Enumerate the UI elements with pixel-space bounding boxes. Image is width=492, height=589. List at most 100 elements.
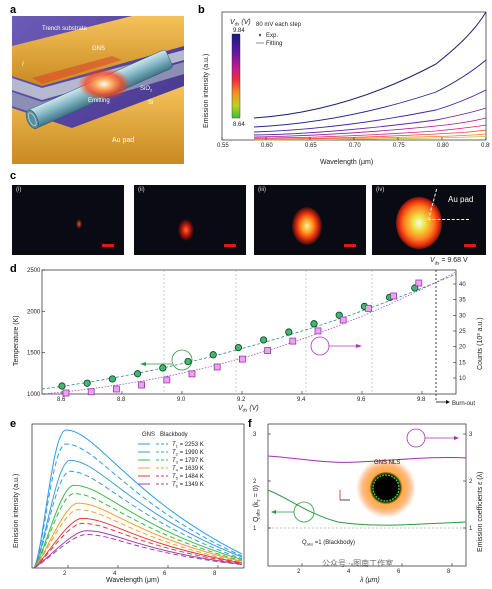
legend-exp: Exp.	[266, 33, 278, 39]
gns-curve	[33, 530, 243, 569]
gns-curve	[33, 429, 243, 569]
d-ytick-left-label: 2500	[27, 268, 41, 274]
trench-groove	[32, 56, 122, 84]
legend-e: GNS Blackbody T1 = 2253 KT2 = 1990 KT3 =…	[138, 432, 204, 489]
q-abs-curve	[267, 489, 467, 526]
counts-point	[314, 327, 322, 335]
d-ytick-right-label: 30	[459, 313, 466, 319]
f-ytick-left-label: 3	[253, 432, 257, 438]
e-xtick-label: 2	[63, 571, 67, 577]
d-ylabel-left: Temperature (K)	[13, 315, 20, 366]
blackbody-note: Qabs =1 (Blackbody)	[302, 540, 355, 547]
legend-entry: T4 = 1639 K	[172, 466, 204, 473]
gold-pad-bottom	[12, 86, 184, 164]
panel-label-c: c	[10, 170, 17, 182]
temperature-point	[184, 357, 192, 366]
blackbody-chart: GNS Blackbody T1 = 2253 KT2 = 1990 KT3 =…	[13, 423, 245, 584]
counts-point	[289, 337, 297, 345]
absorption-chart: GNS NLS Qabs =1 (Blackbody) Qabs (kz = 0…	[253, 423, 484, 584]
b-xtick-label: 0.65	[305, 143, 317, 149]
d-xtick-label: 9.2	[237, 397, 246, 403]
f-xtick-label: 4	[347, 569, 351, 575]
legend-entry: T5 = 1484 K	[172, 474, 204, 481]
blackbody-curve	[33, 443, 243, 569]
panel-label-a: a	[10, 4, 17, 16]
micro-label-2: (ii)	[138, 187, 145, 193]
vds-burnout-label: Vds = 9.68 V	[430, 257, 468, 266]
d-xtick-label: 8.8	[117, 397, 126, 403]
f-xlabel: λ (μm)	[359, 577, 380, 584]
legend-head-bb: Blackbody	[160, 432, 188, 438]
d-yticks-left: 1000 1500 2000 2500	[27, 268, 45, 398]
b-xtick-label: 0.70	[349, 143, 361, 149]
e-xtick-label: 4	[113, 571, 117, 577]
gns-nls-label: GNS NLS	[374, 460, 400, 466]
emission-glow	[78, 68, 130, 100]
counts-fit-line	[41, 271, 457, 395]
emission-curves	[33, 429, 243, 569]
glow-spot-1	[76, 219, 82, 229]
temperature-counts-chart: 8.6 8.8 9.0 9.2 9.4 9.6 9.8 1000 1500 2000 2500 1…	[13, 268, 484, 413]
d-xtick-label: 9.0	[177, 397, 186, 403]
step-note: 80 mV each step	[256, 22, 302, 28]
label-trench-substrate: Trench substrate	[42, 26, 87, 32]
panel-f-chart: GNS NLS Qabs =1 (Blackbody) Qabs (kz = 0…	[248, 418, 490, 584]
b-xtick-label: 0.55	[217, 143, 229, 149]
legend-entry: T2 = 1990 K	[172, 450, 204, 457]
f-ytick-left-label: 1	[253, 526, 257, 532]
panel-d-chart: 8.6 8.8 9.0 9.2 9.4 9.6 9.8 1000 1500 2000 2500 1…	[10, 262, 490, 413]
counts-points	[62, 279, 423, 397]
temperature-point	[285, 328, 293, 336]
counts-point	[390, 292, 398, 300]
counts-point	[238, 355, 246, 363]
guide-lines	[163, 270, 373, 394]
label-sio2: SiO2	[140, 86, 153, 93]
burnout-label: Burn-out	[452, 401, 475, 407]
f-xtick-label: 8	[447, 569, 451, 575]
d-ytick-left-label: 1500	[27, 351, 41, 357]
panel-label-b: b	[198, 4, 205, 16]
label-emitting: Emitting	[88, 98, 110, 104]
panel-label-d: d	[10, 263, 17, 275]
temperature-point	[83, 379, 91, 387]
b-ylabel: Emission intensity (a.u.)	[203, 54, 210, 128]
emission-coeff-curve	[267, 455, 467, 463]
f-ylabel-right: Emission coefficients ε (λ)	[477, 472, 484, 552]
e-xticks: 2 4 6 8	[63, 565, 219, 577]
legend-entry: T6 = 1349 K	[172, 482, 204, 489]
temperature-point	[58, 382, 66, 390]
micro-label-3: (iii)	[258, 187, 266, 193]
blackbody-curve	[33, 509, 243, 569]
arrow-emission	[406, 428, 459, 448]
counts-point	[415, 279, 423, 287]
f-xticks: 2 4 6 8	[297, 563, 453, 575]
colorbar-max: 9.84	[233, 28, 245, 34]
legend-head-gns: GNS	[142, 432, 155, 438]
legend-b: Exp. Fitting	[256, 33, 282, 47]
d-ytick-left-label: 1000	[27, 392, 41, 398]
panel-label-e: e	[10, 418, 17, 430]
glow-spot-3	[292, 207, 322, 245]
counts-point	[188, 370, 196, 378]
f-ytick-right-label: 3	[469, 432, 473, 438]
micro-image-4: (iv) Au pad	[372, 185, 486, 255]
spectra-chart: Vds (V) 9.84 8.64 80 mV each step Exp. F…	[203, 11, 492, 166]
blackbody-curve	[33, 493, 243, 569]
temperature-point	[260, 336, 268, 344]
plot-frame-f	[267, 423, 467, 567]
label-trench: Trench	[48, 74, 65, 80]
counts-point	[339, 316, 347, 324]
b-xtick-label: 0.80	[437, 143, 449, 149]
arrow-counts	[310, 336, 362, 356]
b-xtick-label: 0.75	[393, 143, 405, 149]
temperature-points	[58, 284, 419, 390]
label-au-pad: Au pad	[112, 137, 134, 144]
plot-frame-e	[31, 423, 245, 569]
temperature-point	[234, 343, 242, 352]
colorbar-title: Vds (V)	[230, 19, 251, 27]
micro-image-1: (i)	[12, 185, 124, 255]
arrow-q-abs	[271, 501, 315, 523]
e-xtick-label: 6	[163, 571, 167, 577]
label-gns: GNS	[92, 46, 105, 52]
d-ytick-right-label: 20	[459, 345, 466, 351]
